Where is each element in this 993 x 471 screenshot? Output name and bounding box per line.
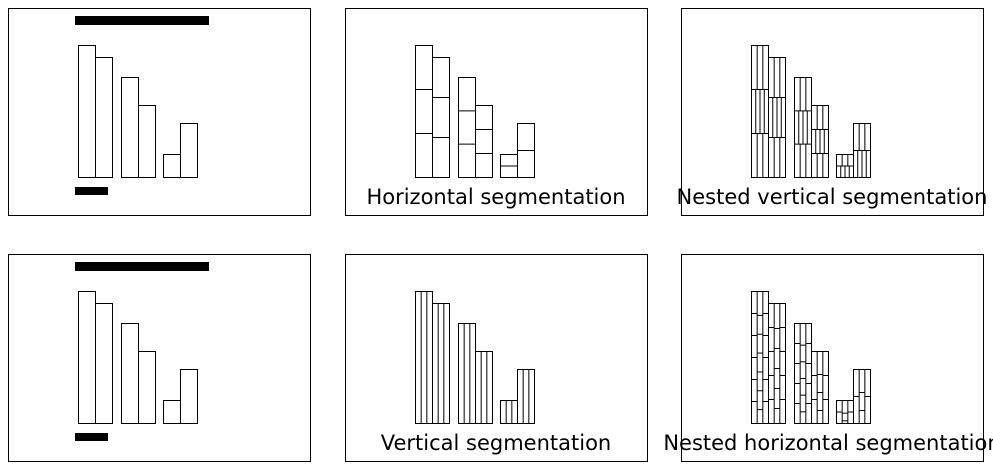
bar-g3-b2 — [517, 369, 535, 424]
bar-g3-b2 — [180, 369, 198, 424]
bar-g1-b1 — [78, 291, 96, 424]
bar-g1-b2 — [432, 57, 450, 178]
bar-g2-b2 — [475, 105, 493, 178]
bar-g1-b2 — [95, 57, 113, 178]
panel-caption: Nested horizontal segmentation — [663, 431, 993, 455]
bar-g1-b1 — [415, 291, 433, 424]
bar-g2-b2 — [138, 351, 156, 424]
bar-g2-b1 — [458, 77, 476, 178]
panel-caption: Nested vertical segmentation — [677, 185, 988, 209]
panel-caption: Vertical segmentation — [381, 431, 612, 455]
panel-caption: Horizontal segmentation — [366, 185, 625, 209]
panel-frame — [8, 254, 311, 462]
bar-g3-b2 — [180, 123, 198, 178]
bar-g2-b2 — [475, 351, 493, 424]
bar-g1-b2 — [95, 303, 113, 424]
panel-p1 — [8, 8, 311, 216]
bar-g2-b1 — [794, 323, 812, 424]
panel-frame — [681, 254, 984, 462]
bar-g3-b1 — [163, 400, 181, 424]
panel-p3: Nested vertical segmentation — [677, 8, 988, 216]
panel-frame — [8, 8, 311, 216]
bar-g3-b1 — [500, 400, 518, 424]
panel-frame — [681, 8, 984, 216]
bar-g1-b2 — [768, 303, 786, 424]
bar-g3-b1 — [163, 154, 181, 178]
panel-frame — [345, 8, 648, 216]
panel-p2: Horizontal segmentation — [345, 8, 648, 216]
legend-placeholder-bar — [75, 433, 108, 441]
bar-g2-b2 — [138, 105, 156, 178]
bar-g1-b2 — [432, 303, 450, 424]
bar-g2-b1 — [121, 323, 139, 424]
bar-g1-b1 — [415, 45, 433, 178]
title-placeholder-bar — [75, 262, 209, 271]
bar-g1-b1 — [78, 45, 96, 178]
panel-p5: Vertical segmentation — [345, 254, 648, 462]
title-placeholder-bar — [75, 16, 209, 25]
panel-p6: Nested horizontal segmentation — [663, 254, 993, 462]
legend-placeholder-bar — [75, 187, 108, 195]
panel-frame — [345, 254, 648, 462]
bar-g2-b2 — [811, 351, 829, 424]
bar-g2-b1 — [121, 77, 139, 178]
panel-p4 — [8, 254, 311, 462]
bar-g2-b1 — [458, 323, 476, 424]
